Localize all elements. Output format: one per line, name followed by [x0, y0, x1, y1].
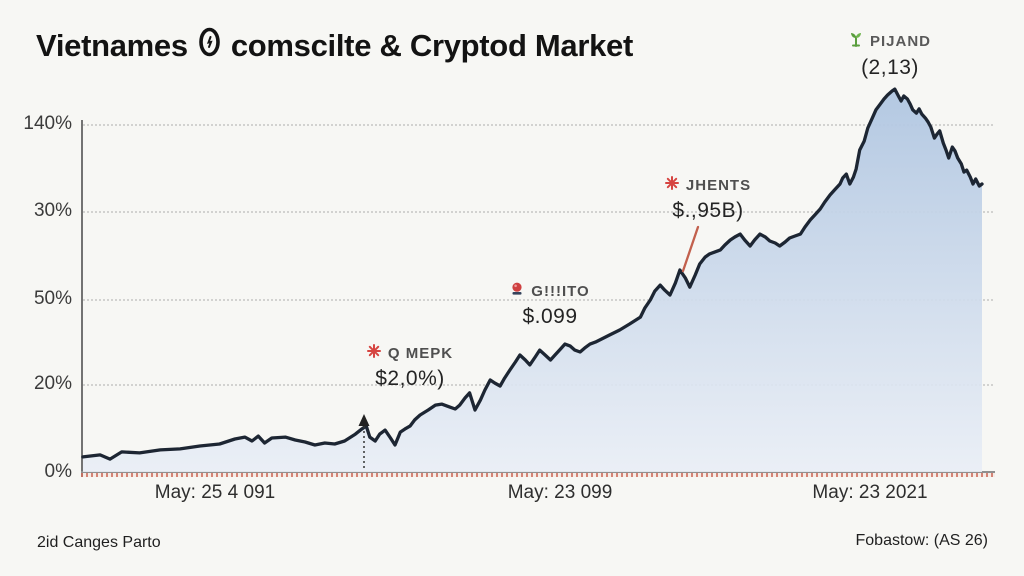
y-tick-30: 30% [33, 200, 72, 221]
x-tick-2: May: 23 099 [507, 482, 613, 503]
footer-caption-left: 2id Canges Parto [37, 534, 161, 551]
title-text-left: Vietnames [36, 28, 188, 63]
annotation-label: Q MEPK [387, 344, 454, 362]
y-tick-0: 0% [44, 461, 72, 482]
y-tick-20: 20% [33, 373, 72, 394]
burst-icon [664, 176, 679, 194]
annotation-giito: G!!!ITO $.099 [480, 282, 620, 329]
gridline-50 [83, 299, 993, 301]
jhents-pointer-line [681, 225, 700, 273]
annotation-mek: Q MEPK $2,0%) [340, 344, 480, 391]
annotation-value: (2,13) [861, 56, 919, 79]
annotation-label: PIJAND [869, 32, 931, 50]
annotation-value: $.,95B) [672, 199, 744, 222]
footer-caption-right: Fobastow: (AS 26) [855, 532, 989, 549]
y-tick-140: 140% [23, 113, 72, 134]
x-tick-1: May: 25 4 091 [154, 482, 276, 503]
gridline-140 [83, 124, 993, 126]
burst-icon [366, 344, 381, 362]
page-title: Vietnames comscilte & Cryptod Market [36, 26, 633, 66]
event-marker-dashed-line [358, 414, 370, 471]
x-tick-3: May: 23 2021 [812, 482, 928, 503]
x-axis-red-tick-strip [81, 473, 995, 477]
series-line [81, 87, 984, 461]
annotation-value: $.099 [522, 305, 578, 328]
title-text-right: comscilte & Cryptod Market [230, 28, 634, 63]
annotation-label: G!!!ITO [531, 282, 590, 300]
pin-icon [510, 282, 524, 300]
y-axis-line [81, 120, 83, 477]
series-area-fill [83, 89, 982, 472]
sprout-icon [849, 31, 863, 51]
annotation-value: $2,0%) [375, 367, 445, 390]
y-tick-50: 50% [33, 288, 72, 309]
annotation-label: JHENTS [685, 176, 752, 194]
gridline-30 [83, 211, 993, 213]
oval-pin-icon [198, 26, 221, 66]
annotation-jhents: JHENTS $.,95B) [638, 176, 778, 223]
annotation-pijand: PIJAND (2,13) [820, 31, 960, 80]
